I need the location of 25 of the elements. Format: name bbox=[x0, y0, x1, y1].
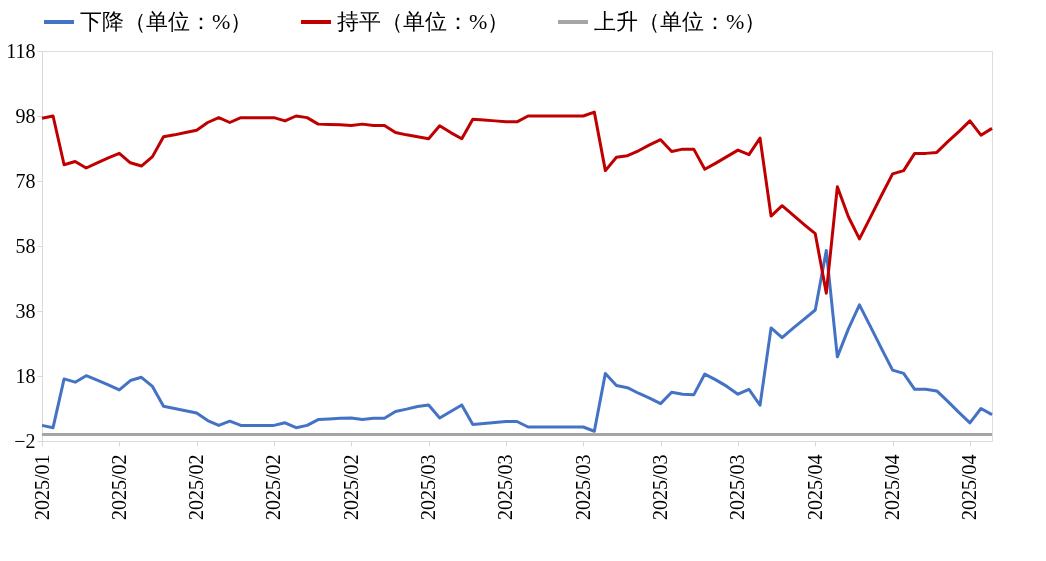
x-tick-label: 2025/02 bbox=[339, 454, 362, 521]
x-tick-label: 2025/03 bbox=[726, 454, 749, 521]
x-tick-label: 2025/02 bbox=[185, 454, 208, 521]
y-tick-label: 118 bbox=[6, 39, 36, 62]
x-tick-label: 2025/01 bbox=[30, 454, 53, 521]
x-tick-label: 2025/02 bbox=[262, 454, 285, 521]
x-tick-label: 2025/03 bbox=[494, 454, 517, 521]
legend-label: 持平（单位：%） bbox=[337, 9, 510, 34]
y-tick-label: −2 bbox=[14, 429, 36, 452]
y-tick-label: 58 bbox=[15, 234, 36, 257]
x-tick-label: 2025/04 bbox=[881, 454, 904, 521]
x-tick-label: 2025/04 bbox=[958, 454, 981, 521]
line-series bbox=[40, 110, 994, 295]
line-series bbox=[40, 249, 994, 433]
y-tick-label: 38 bbox=[15, 299, 36, 322]
legend-label: 上升（单位：%） bbox=[594, 9, 767, 34]
y-tick-label: 98 bbox=[15, 104, 36, 127]
x-tick-label: 2025/02 bbox=[107, 454, 130, 521]
y-tick-label: 18 bbox=[15, 364, 36, 387]
x-tick-label: 2025/03 bbox=[649, 454, 672, 521]
x-tick-label: 2025/04 bbox=[803, 454, 826, 521]
legend-label: 下降（单位：%） bbox=[80, 9, 253, 34]
x-tick-label: 2025/03 bbox=[571, 454, 594, 521]
y-tick-label: 78 bbox=[15, 169, 36, 192]
x-tick-label: 2025/03 bbox=[417, 454, 440, 521]
